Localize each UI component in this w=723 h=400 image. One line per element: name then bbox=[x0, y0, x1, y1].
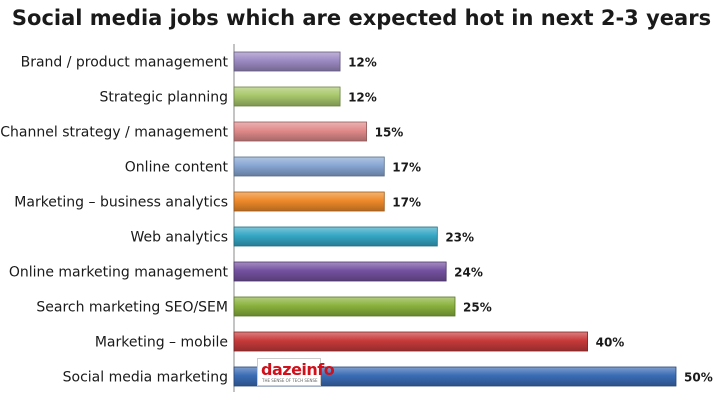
category-label: Marketing – business analytics bbox=[14, 195, 228, 211]
value-label: 15% bbox=[375, 126, 404, 140]
bar bbox=[233, 191, 385, 212]
bar bbox=[233, 296, 456, 317]
category-label: Web analytics bbox=[130, 230, 228, 246]
category-label: Channel strategy / management bbox=[0, 125, 228, 141]
category-label: Search marketing SEO/SEM bbox=[36, 300, 228, 316]
bar bbox=[233, 261, 447, 282]
value-label: 12% bbox=[348, 56, 377, 70]
value-label: 23% bbox=[445, 231, 474, 245]
dazeinfo-logo-tagline: THE SENSE OF TECH SENSE bbox=[262, 378, 318, 383]
dazeinfo-logo-text: dazeinfo bbox=[261, 360, 335, 379]
bar bbox=[233, 121, 368, 142]
value-label: 17% bbox=[392, 161, 421, 175]
bar bbox=[233, 156, 385, 177]
category-label: Social media marketing bbox=[63, 370, 228, 386]
bar bbox=[233, 86, 341, 107]
bar bbox=[233, 331, 589, 352]
bar bbox=[233, 366, 677, 387]
category-label: Online content bbox=[125, 160, 229, 176]
bar bbox=[233, 51, 341, 72]
category-label: Brand / product management bbox=[21, 55, 229, 71]
value-label: 40% bbox=[596, 336, 625, 350]
value-label: 25% bbox=[463, 301, 492, 315]
value-label: 12% bbox=[348, 91, 377, 105]
bar bbox=[233, 226, 438, 247]
category-label: Marketing – mobile bbox=[95, 335, 228, 351]
category-label: Strategic planning bbox=[100, 90, 229, 106]
value-label: 24% bbox=[454, 266, 483, 280]
category-label: Online marketing management bbox=[9, 265, 229, 281]
chart-title: Social media jobs which are expected hot… bbox=[11, 6, 712, 30]
dazeinfo-logo: dazeinfo THE SENSE OF TECH SENSE bbox=[257, 358, 335, 386]
value-label: 50% bbox=[684, 371, 713, 385]
value-label: 17% bbox=[392, 196, 421, 210]
